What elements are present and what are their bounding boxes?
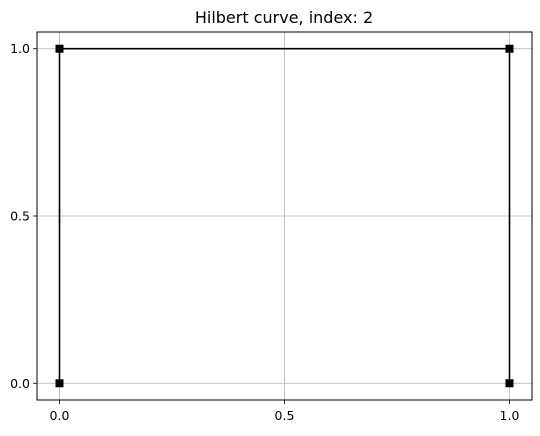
y-tick-label-0: 0.0 xyxy=(10,376,30,391)
y-tick-label-2: 1.0 xyxy=(10,41,30,56)
y-tick-label-1: 0.5 xyxy=(10,209,30,224)
data-point-2 xyxy=(505,44,514,53)
chart-title: Hilbert curve, index: 2 xyxy=(195,8,373,27)
series-line-0 xyxy=(58,47,511,384)
grid-layer xyxy=(37,32,532,400)
data-point-1 xyxy=(55,44,64,53)
x-tick-label-2: 1.0 xyxy=(500,408,520,423)
x-tick-label-1: 0.5 xyxy=(275,408,295,423)
tick-layer: 0.0 0.5 1.0 0.0 0.5 1.0 xyxy=(10,41,519,423)
data-point-3 xyxy=(505,379,514,388)
data-point-0 xyxy=(55,379,64,388)
curve-layer xyxy=(55,44,514,388)
x-tick-label-0: 0.0 xyxy=(50,408,70,423)
